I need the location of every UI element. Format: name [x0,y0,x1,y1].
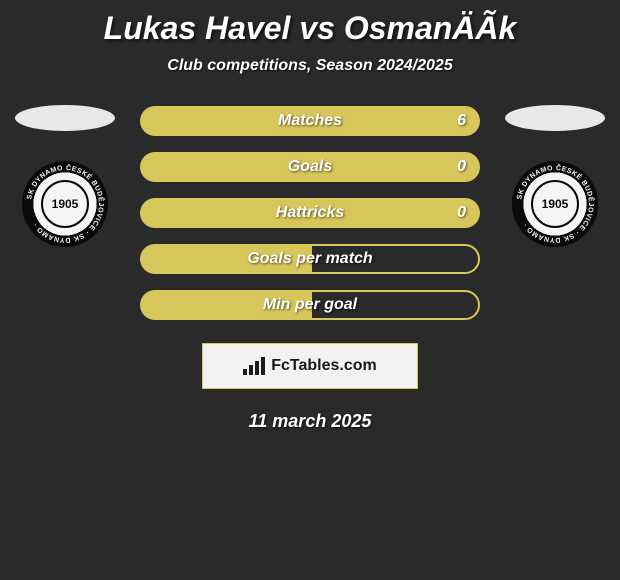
stat-row-inner: 6 Matches [140,106,480,136]
page-subtitle: Club competitions, Season 2024/2025 [0,57,620,75]
stat-row-inner: 0 Goals [140,152,480,182]
player-left-column: SK DYNAMO ČESKÉ BUDĚJOVICE · SK DYNAMO ·… [10,105,120,247]
content-row: SK DYNAMO ČESKÉ BUDĚJOVICE · SK DYNAMO ·… [0,105,620,335]
stat-row: 0 Goals [140,151,480,183]
stat-label: Hattricks [276,204,344,222]
club-logo-left-ring: SK DYNAMO ČESKÉ BUDĚJOVICE · SK DYNAMO · [22,161,108,247]
stat-label: Goals [288,158,332,176]
stat-label: Goals per match [247,250,372,268]
club-logo-right-ring: SK DYNAMO ČESKÉ BUDĚJOVICE · SK DYNAMO · [512,161,598,247]
club-logo-right: SK DYNAMO ČESKÉ BUDĚJOVICE · SK DYNAMO ·… [512,161,598,247]
stat-row-inner: Goals per match [140,244,480,274]
stat-row: 0 Hattricks [140,197,480,229]
stat-value-right: 0 [457,158,466,176]
stats-column: 6 Matches 0 Goals 0 Hattricks Goals per match M… [130,105,490,335]
player-left-placeholder [15,105,115,131]
svg-text:SK DYNAMO ČESKÉ BUDĚJOVICE · S: SK DYNAMO ČESKÉ BUDĚJOVICE · SK DYNAMO · [516,163,596,243]
stat-label: Matches [278,112,342,130]
branding-text: FcTables.com [271,357,377,375]
stat-value-right: 6 [457,112,466,130]
page-title: Lukas Havel vs OsmanÄÃ­k [0,0,620,47]
branding-box: FcTables.com [202,343,418,389]
stat-value-right: 0 [457,204,466,222]
branding-bars-icon [243,357,265,375]
stat-row: Goals per match [140,243,480,275]
svg-text:SK DYNAMO ČESKÉ BUDĚJOVICE · S: SK DYNAMO ČESKÉ BUDĚJOVICE · SK DYNAMO · [26,163,106,243]
stat-row: 6 Matches [140,105,480,137]
club-logo-left: SK DYNAMO ČESKÉ BUDĚJOVICE · SK DYNAMO ·… [22,161,108,247]
stat-row-inner: 0 Hattricks [140,198,480,228]
player-right-placeholder [505,105,605,131]
stat-row: Min per goal [140,289,480,321]
stat-row-inner: Min per goal [140,290,480,320]
stat-label: Min per goal [263,296,357,314]
date-text: 11 march 2025 [0,411,620,432]
player-right-column: SK DYNAMO ČESKÉ BUDĚJOVICE · SK DYNAMO ·… [500,105,610,247]
